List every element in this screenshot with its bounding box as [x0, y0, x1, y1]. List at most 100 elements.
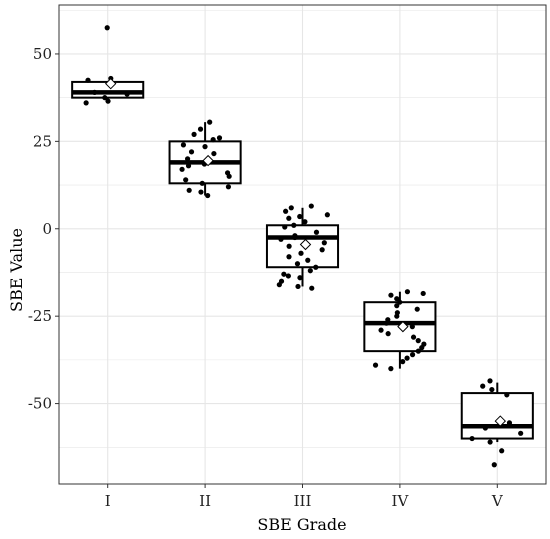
data-point [85, 77, 91, 83]
data-point [321, 240, 327, 246]
y-tick-label: -25 [28, 307, 52, 325]
data-point [225, 184, 232, 190]
data-point [286, 215, 292, 221]
data-point [180, 142, 187, 148]
y-tick-label: -50 [28, 395, 52, 413]
data-point [489, 386, 495, 393]
data-point [211, 150, 217, 157]
data-point [105, 98, 111, 104]
data-point [383, 320, 390, 326]
data-point [378, 327, 384, 333]
data-point [409, 324, 415, 330]
data-point [102, 95, 108, 101]
data-point [282, 224, 288, 230]
data-point [487, 378, 493, 384]
data-point [388, 292, 394, 298]
data-point [499, 448, 505, 454]
data-point [292, 234, 298, 241]
data-point [372, 362, 379, 368]
data-point [414, 306, 420, 312]
data-point [307, 268, 313, 274]
data-point [313, 264, 319, 270]
data-point [183, 177, 189, 183]
mean-marker [494, 415, 507, 427]
data-point [202, 144, 208, 150]
data-point [199, 180, 205, 186]
data-point [278, 236, 284, 242]
box-III [265, 207, 340, 287]
x-tick-label: II [199, 492, 211, 510]
data-point [409, 352, 416, 358]
data-point [294, 261, 301, 267]
data-point [324, 212, 330, 218]
data-point [400, 359, 406, 365]
data-point [506, 420, 513, 426]
y-axis-label: SBE Value [7, 228, 26, 312]
data-point [191, 131, 197, 137]
data-point [297, 275, 303, 281]
data-point [285, 273, 291, 279]
data-point [184, 156, 191, 162]
data-point [298, 250, 304, 256]
data-point [286, 243, 292, 249]
data-point [276, 282, 282, 288]
data-point [397, 299, 403, 305]
mean-marker [397, 320, 409, 333]
data-point [420, 290, 426, 297]
mean-marker [202, 154, 214, 167]
data-point [186, 187, 192, 193]
data-point [295, 283, 301, 290]
data-point [480, 383, 486, 389]
data-point [91, 89, 98, 96]
mean-marker [299, 238, 312, 251]
data-point [226, 173, 232, 179]
y-tick-label: 25 [33, 132, 52, 150]
box-iqr [265, 224, 340, 269]
data-point [104, 25, 110, 31]
point-layer [83, 25, 524, 468]
mean-layer [104, 77, 507, 427]
data-point [198, 189, 204, 195]
data-point [205, 192, 211, 199]
data-point [410, 334, 417, 340]
data-point [185, 163, 192, 169]
data-point [83, 100, 89, 106]
data-point [394, 313, 400, 319]
data-point [415, 338, 421, 344]
y-axis-ticks: 50 25 0 -25 -50 [28, 45, 59, 413]
data-point [487, 439, 493, 445]
x-tick-label: IV [392, 492, 410, 510]
data-point [491, 462, 497, 468]
data-point [415, 348, 421, 354]
x-axis-label: SBE Grade [257, 515, 346, 534]
data-point [313, 229, 320, 235]
data-point [518, 430, 524, 436]
data-point [504, 392, 510, 398]
data-point [286, 254, 292, 260]
data-point [216, 135, 223, 141]
data-point [419, 345, 425, 351]
data-point [394, 303, 400, 309]
data-point [305, 257, 311, 263]
data-point [469, 435, 475, 442]
x-tick-label: I [105, 492, 111, 510]
data-point [197, 126, 204, 132]
data-point [308, 203, 314, 209]
y-tick-label: 0 [42, 220, 52, 238]
data-point [388, 366, 394, 372]
data-point [302, 219, 308, 225]
data-point [309, 285, 315, 291]
data-point [385, 331, 391, 337]
data-point [283, 208, 289, 214]
data-point [188, 149, 195, 155]
y-tick-label: 50 [33, 45, 52, 63]
x-tick-label: V [491, 492, 504, 510]
data-point [281, 271, 287, 277]
data-point [210, 137, 216, 143]
data-point [404, 355, 410, 361]
data-point [179, 166, 185, 172]
data-point [124, 91, 130, 97]
x-axis-ticks: I II III IV V [105, 484, 504, 510]
